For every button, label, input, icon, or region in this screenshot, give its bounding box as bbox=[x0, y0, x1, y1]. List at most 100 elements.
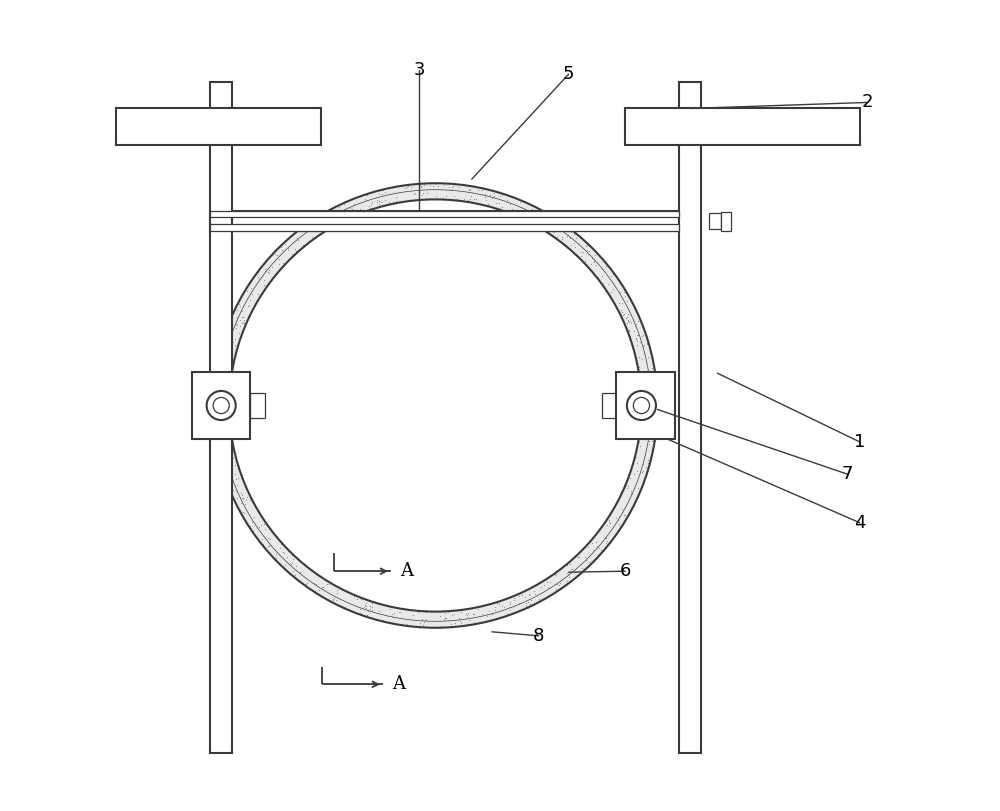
Point bbox=[223, 460, 239, 473]
Point bbox=[234, 488, 250, 501]
Point bbox=[648, 424, 664, 437]
Point bbox=[634, 382, 650, 395]
Point bbox=[223, 459, 239, 472]
Point bbox=[236, 506, 252, 519]
Bar bbox=[602, 393, 616, 418]
Point bbox=[577, 551, 593, 564]
Point bbox=[412, 192, 428, 205]
Point bbox=[635, 420, 651, 433]
Point bbox=[371, 605, 387, 618]
Point bbox=[359, 609, 375, 622]
Point bbox=[563, 238, 579, 251]
Point bbox=[228, 317, 244, 330]
Point bbox=[250, 288, 266, 301]
Point bbox=[335, 212, 351, 225]
Point bbox=[291, 555, 307, 568]
Point bbox=[276, 546, 292, 559]
Point bbox=[421, 620, 437, 633]
Point bbox=[605, 283, 621, 296]
Point bbox=[437, 611, 453, 624]
Point bbox=[624, 500, 640, 513]
Point bbox=[628, 318, 644, 331]
Point bbox=[462, 184, 478, 197]
Point bbox=[560, 565, 576, 578]
Point bbox=[432, 610, 448, 623]
Point bbox=[206, 412, 222, 425]
Point bbox=[619, 311, 635, 324]
Point bbox=[244, 288, 260, 301]
Point bbox=[218, 388, 234, 401]
Point bbox=[620, 307, 636, 320]
Point bbox=[475, 198, 491, 211]
Point bbox=[620, 479, 636, 492]
Point bbox=[601, 515, 617, 528]
Point bbox=[587, 248, 603, 261]
Point bbox=[443, 183, 459, 196]
Point bbox=[639, 337, 655, 350]
Point bbox=[481, 605, 497, 618]
Point bbox=[511, 597, 527, 610]
Point bbox=[362, 603, 378, 616]
Point bbox=[561, 570, 577, 583]
Point bbox=[228, 472, 244, 485]
Point bbox=[634, 402, 650, 415]
Point bbox=[546, 225, 562, 238]
Point bbox=[460, 193, 476, 206]
Point bbox=[494, 201, 510, 214]
Point bbox=[466, 615, 482, 628]
Point bbox=[559, 559, 575, 572]
Point bbox=[640, 350, 656, 363]
Point bbox=[634, 413, 650, 426]
Point bbox=[207, 403, 223, 416]
Point bbox=[288, 244, 304, 257]
Point bbox=[636, 338, 652, 351]
Point bbox=[224, 436, 240, 448]
Point bbox=[251, 524, 267, 537]
Point bbox=[218, 441, 234, 454]
Point bbox=[616, 285, 632, 298]
Point bbox=[511, 199, 527, 212]
Point bbox=[248, 295, 264, 308]
Point bbox=[470, 603, 486, 616]
Point bbox=[358, 193, 374, 206]
Point bbox=[549, 230, 565, 243]
Point bbox=[217, 434, 233, 447]
Point bbox=[504, 203, 520, 216]
Point bbox=[594, 269, 610, 282]
Point bbox=[453, 616, 469, 629]
Point bbox=[559, 559, 575, 572]
Point bbox=[635, 465, 651, 478]
Point bbox=[603, 285, 619, 298]
Point bbox=[418, 612, 434, 625]
Point bbox=[446, 190, 462, 203]
Point bbox=[228, 453, 244, 466]
Point bbox=[615, 309, 631, 322]
Point bbox=[388, 195, 404, 208]
Point bbox=[397, 195, 413, 208]
Point bbox=[641, 434, 657, 447]
Point bbox=[484, 607, 500, 620]
Point bbox=[644, 390, 660, 403]
Point bbox=[419, 187, 435, 200]
Point bbox=[405, 608, 421, 621]
Bar bbox=[210, 211, 679, 217]
Point bbox=[491, 597, 507, 610]
Point bbox=[566, 573, 582, 586]
Point bbox=[220, 444, 236, 457]
Point bbox=[451, 620, 467, 633]
Point bbox=[624, 487, 640, 500]
Point bbox=[597, 541, 613, 554]
Point bbox=[234, 289, 250, 302]
Point bbox=[646, 414, 662, 427]
Point bbox=[575, 246, 591, 259]
Point bbox=[214, 434, 230, 447]
Point bbox=[306, 577, 322, 590]
Point bbox=[359, 189, 375, 202]
Point bbox=[217, 406, 233, 419]
Point bbox=[218, 373, 234, 386]
Bar bbox=[679, 82, 701, 753]
Point bbox=[566, 228, 582, 241]
Point bbox=[219, 462, 235, 475]
Point bbox=[642, 341, 658, 354]
Point bbox=[618, 312, 634, 325]
